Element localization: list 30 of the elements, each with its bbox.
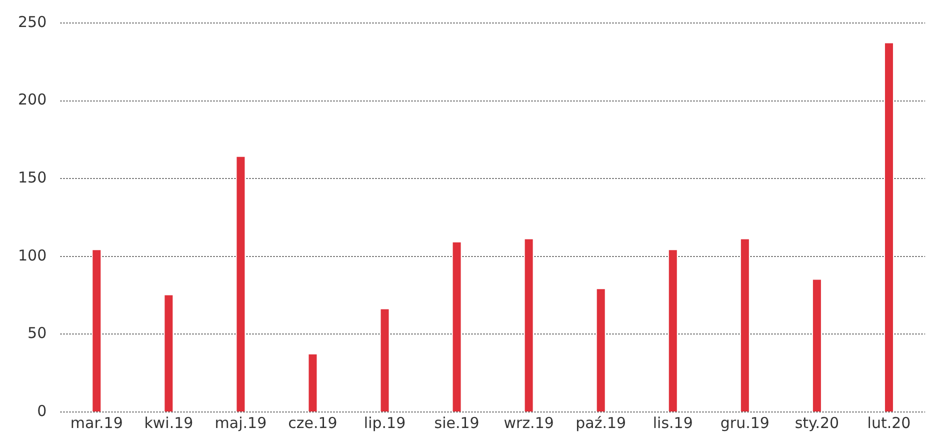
bar xyxy=(164,295,173,412)
bar xyxy=(884,43,893,412)
y-tick-label: 0 xyxy=(37,402,47,420)
bar xyxy=(92,250,101,412)
y-tick-label: 200 xyxy=(18,90,47,109)
x-tick-label: sie.19 xyxy=(434,414,480,432)
x-tick-label: wrz.19 xyxy=(504,414,554,432)
bar xyxy=(308,354,317,412)
bar xyxy=(452,242,461,412)
y-tick-label: 100 xyxy=(18,246,47,264)
x-tick-label: lip.19 xyxy=(364,414,406,432)
bar xyxy=(812,280,821,412)
y-tick-label: 250 xyxy=(18,12,47,31)
x-tick-label: gru.19 xyxy=(720,414,770,432)
bar xyxy=(524,239,533,412)
bar xyxy=(380,309,389,412)
y-tick-label: 150 xyxy=(18,168,47,186)
x-tick-label: lis.19 xyxy=(652,414,693,432)
bar xyxy=(668,250,677,412)
bar xyxy=(596,289,605,412)
bar xyxy=(236,156,245,412)
x-tick-label: maj.19 xyxy=(214,414,267,432)
x-tick-label: lut.20 xyxy=(867,414,911,432)
x-tick-label: sty.20 xyxy=(794,414,840,432)
bar xyxy=(740,239,749,412)
x-tick-label: kwi.19 xyxy=(144,414,194,432)
y-tick-label: 50 xyxy=(28,324,47,342)
x-tick-label: mar.19 xyxy=(70,414,123,432)
x-tick-label: cze.19 xyxy=(288,414,338,432)
x-tick-label: paź.19 xyxy=(576,414,626,432)
